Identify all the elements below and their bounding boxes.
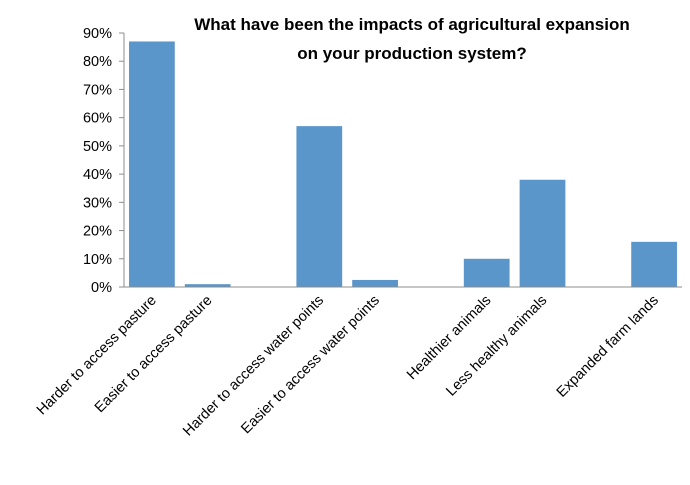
chart-title-line-2: on your production system?: [297, 44, 527, 63]
bar: [129, 41, 175, 287]
bar: [519, 179, 566, 287]
y-tick-label: 20%: [83, 224, 112, 240]
y-tick-label: 80%: [83, 54, 112, 70]
x-tick-label: Easier to access pasture: [92, 293, 216, 417]
y-tick-label: 0%: [91, 280, 112, 296]
y-tick-label: 90%: [83, 26, 112, 42]
bar: [463, 258, 510, 287]
bar: [352, 279, 398, 287]
x-tick-label: Less healthy animals: [443, 293, 550, 400]
y-tick-label: 40%: [83, 167, 112, 183]
chart-title: What have been the impacts of agricultur…: [194, 15, 629, 63]
y-tick-label: 50%: [83, 139, 112, 155]
y-tick-label: 30%: [83, 195, 112, 211]
y-tick-label: 60%: [83, 111, 112, 127]
bars: [129, 41, 677, 287]
y-tick-label: 10%: [83, 252, 112, 268]
y-tick-label: 70%: [83, 82, 112, 98]
chart-title-line-1: What have been the impacts of agricultur…: [194, 15, 629, 34]
x-tick-label: Expanded farm lands: [554, 293, 662, 401]
bar: [631, 241, 677, 287]
y-axis: 0% 10% 20% 30% 40% 50% 60% 70% 80% 90%: [83, 26, 125, 296]
bar: [184, 284, 231, 287]
bar: [296, 126, 343, 287]
